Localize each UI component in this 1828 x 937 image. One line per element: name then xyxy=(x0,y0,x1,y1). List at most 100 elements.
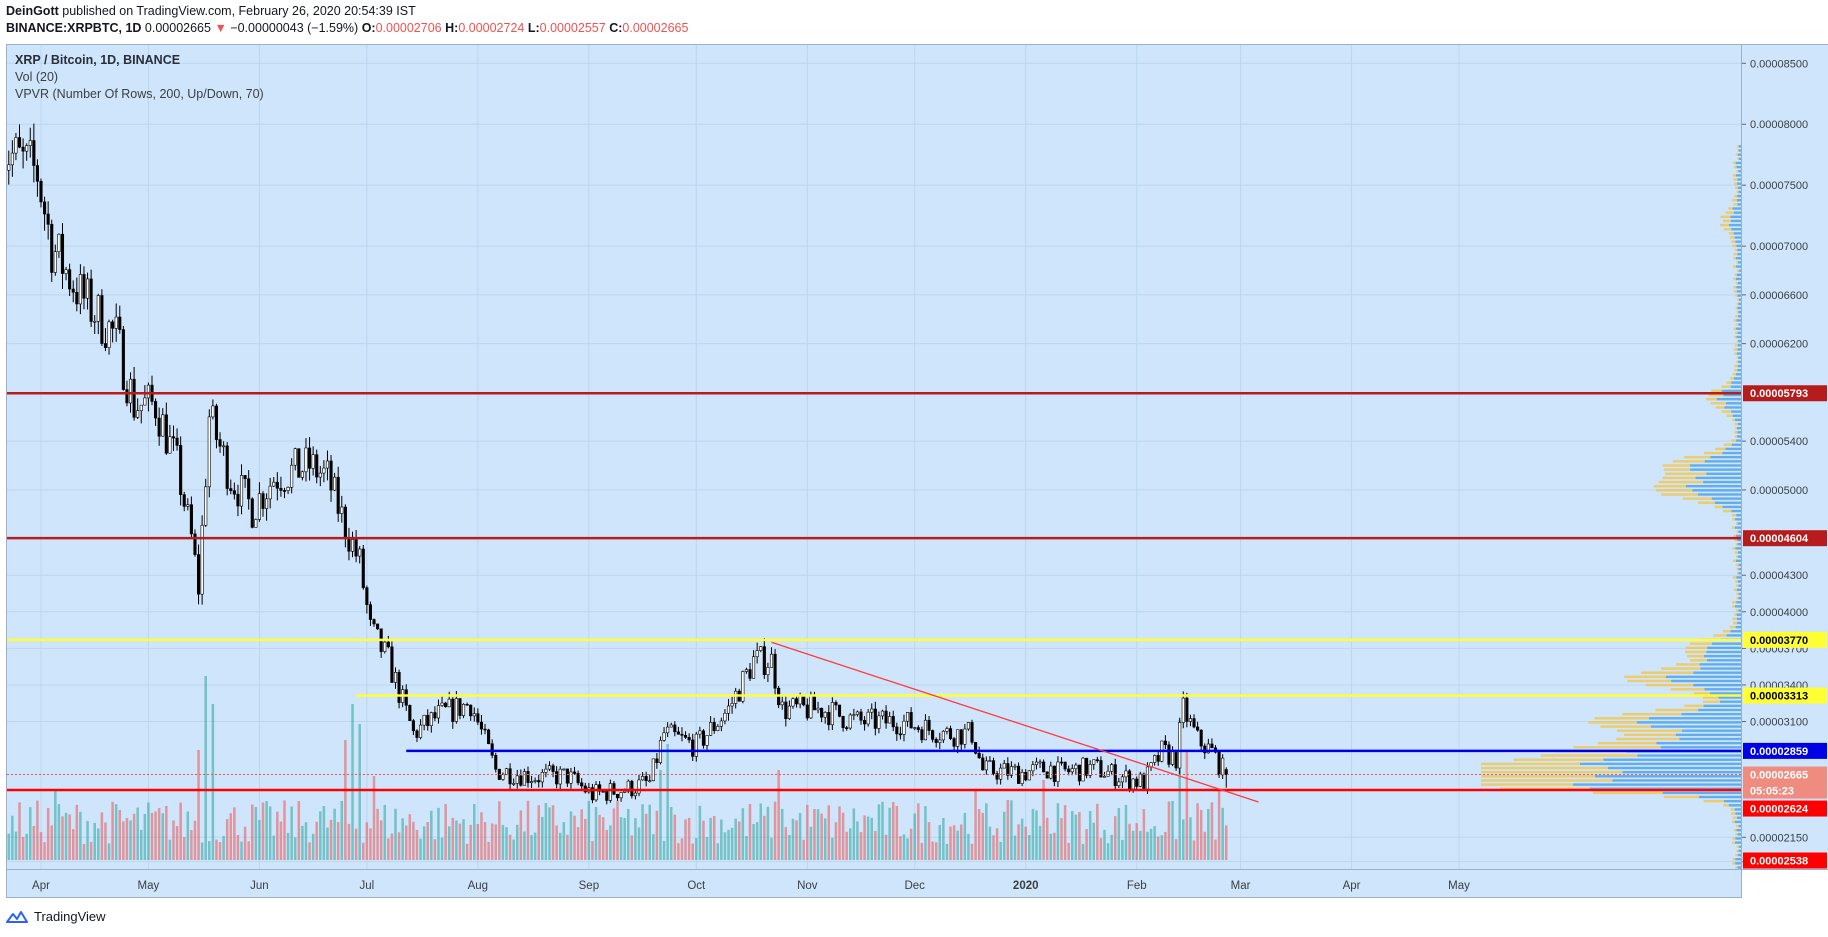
volume-bar xyxy=(566,834,569,860)
volume-indicator-label[interactable]: Vol (20) xyxy=(15,70,59,84)
vpvr-bar-up xyxy=(1735,174,1741,177)
volume-bar xyxy=(54,790,57,860)
candle-body xyxy=(873,708,877,729)
volume-bar xyxy=(1110,834,1113,860)
volume-bar xyxy=(437,807,440,860)
volume-bar xyxy=(1096,803,1099,860)
candle-body xyxy=(218,439,222,447)
vpvr-bar-down xyxy=(1733,588,1737,592)
volume-bar xyxy=(680,838,684,860)
author-name[interactable]: DeinGott xyxy=(6,4,59,18)
vpvr-bar-up xyxy=(1735,605,1741,608)
volume-bar xyxy=(1010,800,1013,860)
candle-body xyxy=(569,771,573,784)
volume-bar xyxy=(1167,801,1171,860)
vpvr-bar-up xyxy=(1737,203,1741,206)
volume-bar xyxy=(415,829,419,860)
candle-body xyxy=(1185,697,1189,722)
vpvr-bar-up xyxy=(1709,692,1741,695)
vpvr-bar-down xyxy=(1710,402,1726,405)
price-axis[interactable] xyxy=(1742,44,1828,870)
vpvr-bar-down xyxy=(1734,435,1737,438)
vpvr-bar-up xyxy=(1730,215,1741,219)
volume-bar xyxy=(104,822,107,860)
candle-body xyxy=(920,729,924,741)
chart-svg[interactable]: 0.00008500 0.00008000 0.00007500 0.00007000… xyxy=(0,0,1828,900)
volume-bar xyxy=(1142,809,1146,860)
volume-bar xyxy=(387,838,390,860)
vpvr-bar-up xyxy=(1704,460,1741,463)
candle-body xyxy=(662,732,666,741)
vpvr-bar-down xyxy=(1729,625,1736,629)
volume-bar xyxy=(863,815,866,860)
time-axis[interactable] xyxy=(6,870,1742,898)
volume-bar xyxy=(705,837,709,860)
ohlc-line: BINANCE:XRPBTC, 1D 0.00002665 ▼ −0.00000… xyxy=(6,21,688,35)
volume-bar xyxy=(619,817,623,860)
candle-body xyxy=(182,494,186,507)
vpvr-indicator-label[interactable]: VPVR (Number Of Rows, 200, Up/Down, 70) xyxy=(15,87,264,101)
candle-body xyxy=(1181,697,1185,723)
candle-body xyxy=(315,454,319,478)
vpvr-bar-down xyxy=(1735,866,1738,869)
vpvr-bar-up xyxy=(1734,808,1741,811)
vpvr-bar-down xyxy=(1736,269,1740,272)
vpvr-bar-down xyxy=(1499,787,1590,790)
candle-body xyxy=(1077,764,1081,782)
volume-bar xyxy=(333,808,336,860)
volume-bar xyxy=(773,801,777,860)
vpvr-bar-up xyxy=(1734,526,1741,529)
candle-body xyxy=(433,712,437,719)
level-label-support-2538: 0.00002538 xyxy=(1750,856,1808,868)
footer-brand[interactable]: TradingView xyxy=(34,909,106,924)
vpvr-bar-up xyxy=(1731,228,1741,231)
candle-body xyxy=(848,714,852,729)
x-tick-label: 2020 xyxy=(1013,880,1039,892)
candle-body xyxy=(440,702,444,706)
vpvr-bar-down xyxy=(1690,659,1707,662)
volume-bar xyxy=(261,802,265,860)
vpvr-bar-down xyxy=(1726,381,1732,384)
vpvr-bar-down xyxy=(1734,364,1738,368)
vpvr-bar-up xyxy=(1731,443,1741,446)
candle-body xyxy=(1110,764,1114,772)
candle-body xyxy=(780,701,784,706)
volume-bar xyxy=(784,827,788,860)
change-text: −0.00000043 (−1.59%) xyxy=(230,21,359,35)
volume-bar xyxy=(895,805,899,860)
volume-bar xyxy=(1038,825,1042,860)
vpvr-bar-down xyxy=(1735,580,1738,583)
candle-body xyxy=(125,389,129,404)
vpvr-bar-up xyxy=(1735,841,1741,844)
vpvr-bar-up xyxy=(1724,799,1741,803)
volume-bar xyxy=(79,811,82,860)
vpvr-bar-down xyxy=(1713,634,1727,637)
candle-body xyxy=(544,768,548,773)
candle-body xyxy=(698,730,702,735)
volume-bar xyxy=(931,841,934,860)
volume-bar xyxy=(444,804,447,860)
candle-body xyxy=(1095,759,1099,762)
volume-bar xyxy=(1024,826,1027,860)
vpvr-bar-down xyxy=(1715,447,1726,451)
y-tick-label: 0.00008000 xyxy=(1750,119,1808,131)
volume-bar xyxy=(1185,750,1189,860)
volume-bar xyxy=(662,840,666,860)
price-label-low-label: 0.00002624 xyxy=(1750,804,1809,816)
vpvr-bar-down xyxy=(1698,501,1715,504)
chart-title[interactable]: XRP / Bitcoin, 1D, BINANCE xyxy=(15,53,181,67)
candle-body xyxy=(630,780,634,797)
vpvr-bar-down xyxy=(1735,563,1739,567)
volume-bar xyxy=(197,750,200,860)
candle-body xyxy=(25,145,29,152)
volume-bar xyxy=(709,817,712,860)
candle-body xyxy=(648,780,652,782)
candle-body xyxy=(265,498,269,509)
candle-body xyxy=(934,739,938,743)
vpvr-bar-up xyxy=(1735,257,1741,260)
volume-bar xyxy=(752,824,755,860)
vpvr-bar-down xyxy=(1737,157,1739,160)
vpvr-bar-down xyxy=(1481,770,1623,774)
candle-body xyxy=(494,755,498,770)
volume-bar xyxy=(655,810,659,860)
